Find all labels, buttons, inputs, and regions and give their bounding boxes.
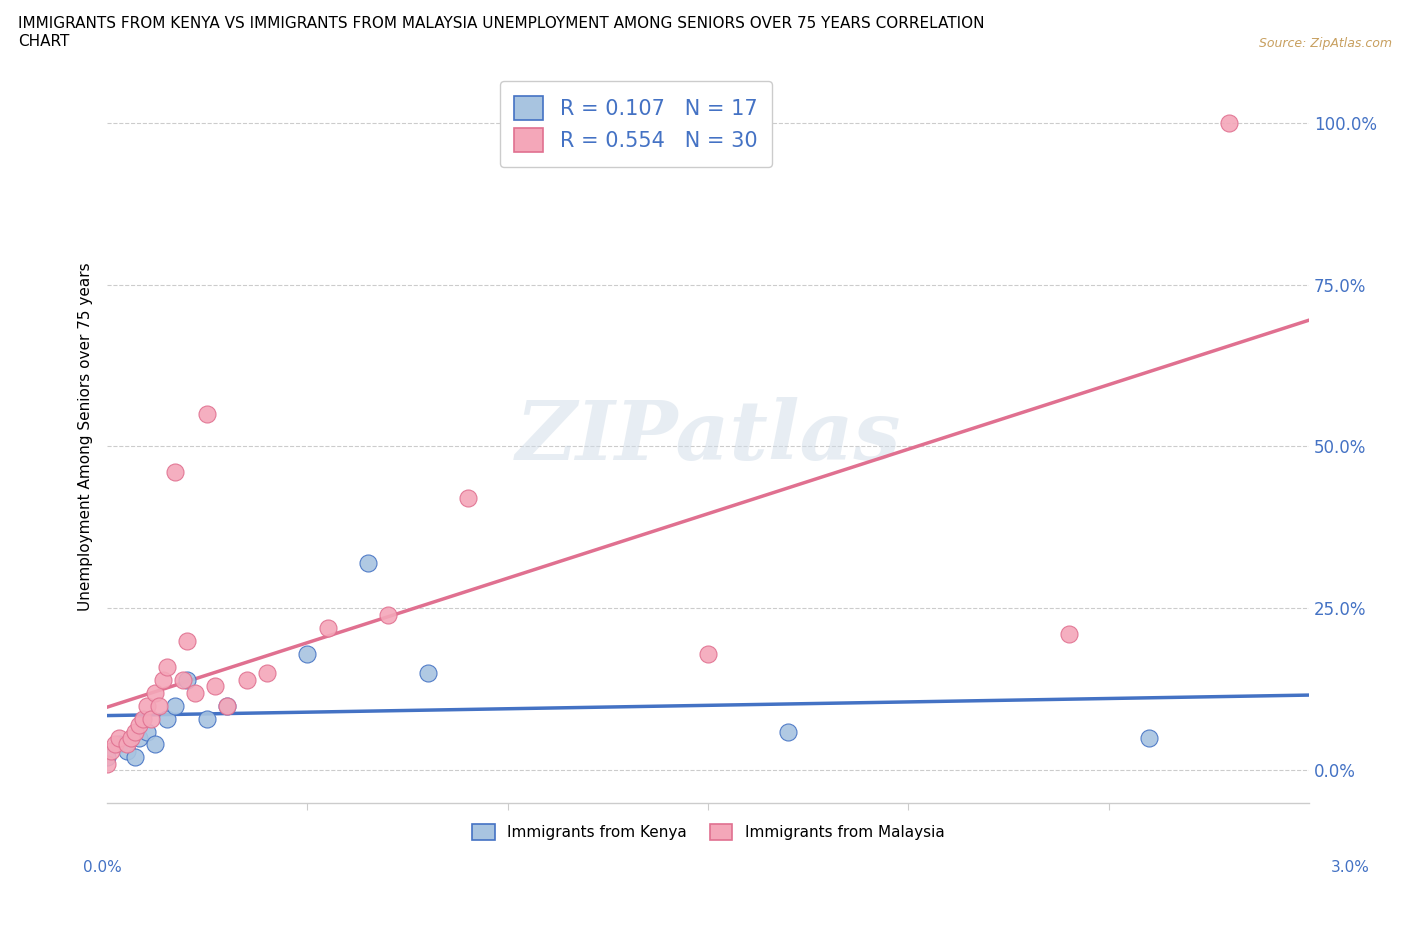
Point	[100, 743, 122, 758]
Point	[778, 724, 800, 739]
Point	[184, 685, 207, 700]
Point	[176, 633, 198, 648]
Point	[416, 666, 439, 681]
Point	[124, 750, 146, 764]
Point	[104, 737, 127, 751]
Text: Source: ZipAtlas.com: Source: ZipAtlas.com	[1258, 36, 1392, 49]
Point	[156, 659, 179, 674]
Text: ZIPatlas: ZIPatlas	[516, 397, 901, 477]
Point	[316, 620, 339, 635]
Point	[132, 711, 155, 726]
Point	[217, 698, 239, 713]
Point	[1218, 115, 1240, 130]
Point	[697, 646, 720, 661]
Point	[256, 666, 278, 681]
Point	[108, 731, 131, 746]
Text: 3.0%: 3.0%	[1330, 860, 1369, 875]
Point	[356, 555, 378, 570]
Point	[96, 756, 118, 771]
Point	[108, 737, 131, 751]
Point	[143, 685, 166, 700]
Point	[377, 607, 399, 622]
Point	[136, 698, 159, 713]
Y-axis label: Unemployment Among Seniors over 75 years: Unemployment Among Seniors over 75 years	[79, 262, 93, 611]
Point	[128, 731, 150, 746]
Text: 0.0%: 0.0%	[83, 860, 122, 875]
Point	[124, 724, 146, 739]
Point	[457, 491, 479, 506]
Point	[148, 698, 170, 713]
Point	[165, 698, 187, 713]
Point	[141, 711, 163, 726]
Point	[297, 646, 319, 661]
Point	[195, 406, 218, 421]
Point	[115, 737, 138, 751]
Point	[136, 724, 159, 739]
Point	[152, 672, 174, 687]
Point	[195, 711, 218, 726]
Point	[128, 718, 150, 733]
Point	[96, 750, 118, 764]
Point	[165, 465, 187, 480]
Point	[1137, 731, 1160, 746]
Point	[143, 737, 166, 751]
Point	[204, 679, 226, 694]
Point	[236, 672, 259, 687]
Point	[217, 698, 239, 713]
Point	[172, 672, 194, 687]
Point	[115, 743, 138, 758]
Text: CHART: CHART	[18, 34, 70, 49]
Point	[156, 711, 179, 726]
Point	[176, 672, 198, 687]
Point	[120, 731, 142, 746]
Text: IMMIGRANTS FROM KENYA VS IMMIGRANTS FROM MALAYSIA UNEMPLOYMENT AMONG SENIORS OVE: IMMIGRANTS FROM KENYA VS IMMIGRANTS FROM…	[18, 16, 984, 31]
Point	[1057, 627, 1080, 642]
Legend: Immigrants from Kenya, Immigrants from Malaysia: Immigrants from Kenya, Immigrants from M…	[465, 818, 950, 846]
